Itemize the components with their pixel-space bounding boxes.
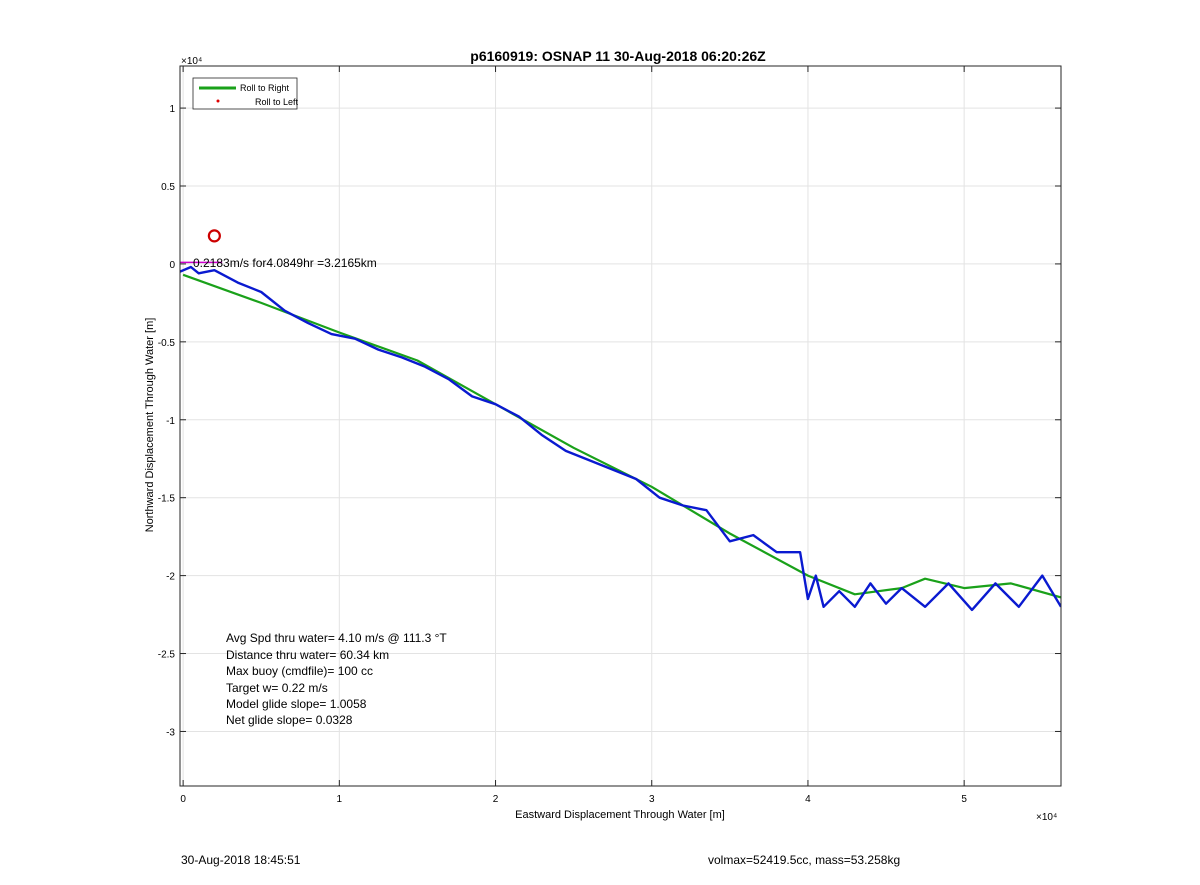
annotation-net-glide: Net glide slope= 0.0328 bbox=[226, 713, 353, 727]
x-tick-label: 5 bbox=[961, 794, 967, 805]
legend-swatch-roll-left bbox=[216, 99, 220, 103]
start-marker bbox=[207, 229, 221, 243]
y-tick-label: -1.5 bbox=[158, 494, 176, 505]
x-axis-label: Eastward Displacement Through Water [m] bbox=[515, 809, 725, 821]
annotation-model-glide: Model glide slope= 1.0058 bbox=[226, 697, 367, 711]
y-exponent-label: ×10⁴ bbox=[181, 56, 202, 67]
y-tick-label: -0.5 bbox=[158, 338, 176, 349]
annotation-distance: Distance thru water= 60.34 km bbox=[226, 648, 389, 662]
x-exponent-label: ×10⁴ bbox=[1036, 812, 1057, 823]
series-group bbox=[180, 229, 1061, 612]
footer-timestamp: 30-Aug-2018 18:45:51 bbox=[181, 853, 301, 867]
y-tick-label: 0 bbox=[169, 260, 175, 271]
y-tick-label: 0.5 bbox=[161, 182, 175, 193]
axes-box bbox=[179, 65, 1062, 787]
y-axis-label: Northward Displacement Through Water [m] bbox=[144, 318, 156, 533]
chart-title: p6160919: OSNAP 11 30-Aug-2018 06:20:26Z bbox=[470, 48, 766, 64]
x-tick-label: 1 bbox=[337, 794, 343, 805]
series-line-track bbox=[180, 265, 1061, 612]
plot-area bbox=[180, 229, 1061, 612]
annotation-max-buoy: Max buoy (cmdfile)= 100 cc bbox=[226, 664, 373, 678]
x-tick-label: 4 bbox=[805, 794, 811, 805]
y-tick-label: -1 bbox=[166, 416, 175, 427]
segment-speed-label: 0.2183m/s for4.0849hr =3.2165km bbox=[193, 256, 377, 270]
annotation-avg-speed: Avg Spd thru water= 4.10 m/s @ 111.3 °T bbox=[226, 631, 447, 645]
legend-label-roll-right: Roll to Right bbox=[240, 83, 290, 93]
y-tick-label: -2.5 bbox=[158, 650, 176, 661]
axis-ticks: 0 1 2 3 4 5 1 0.5 0 -0.5 -1 -1.5 -2 -2.5 -3 bbox=[158, 66, 1061, 805]
y-tick-label: 1 bbox=[169, 104, 175, 115]
y-tick-label: -3 bbox=[166, 727, 175, 738]
x-tick-label: 3 bbox=[649, 794, 655, 805]
legend: Roll to Right Roll to Left bbox=[192, 77, 299, 110]
x-tick-label: 0 bbox=[180, 794, 186, 805]
grid-lines bbox=[180, 66, 1061, 786]
stats-annotations: Avg Spd thru water= 4.10 m/s @ 111.3 °T … bbox=[226, 631, 447, 727]
legend-box bbox=[192, 77, 298, 110]
y-tick-label: -2 bbox=[166, 572, 175, 583]
footer-volmax-mass: volmax=52419.5cc, mass=53.258kg bbox=[708, 853, 901, 867]
axes-background bbox=[180, 66, 1061, 786]
annotation-target-w: Target w= 0.22 m/s bbox=[226, 681, 328, 695]
legend-label-roll-left: Roll to Left bbox=[255, 97, 299, 107]
x-tick-label: 2 bbox=[493, 794, 499, 805]
